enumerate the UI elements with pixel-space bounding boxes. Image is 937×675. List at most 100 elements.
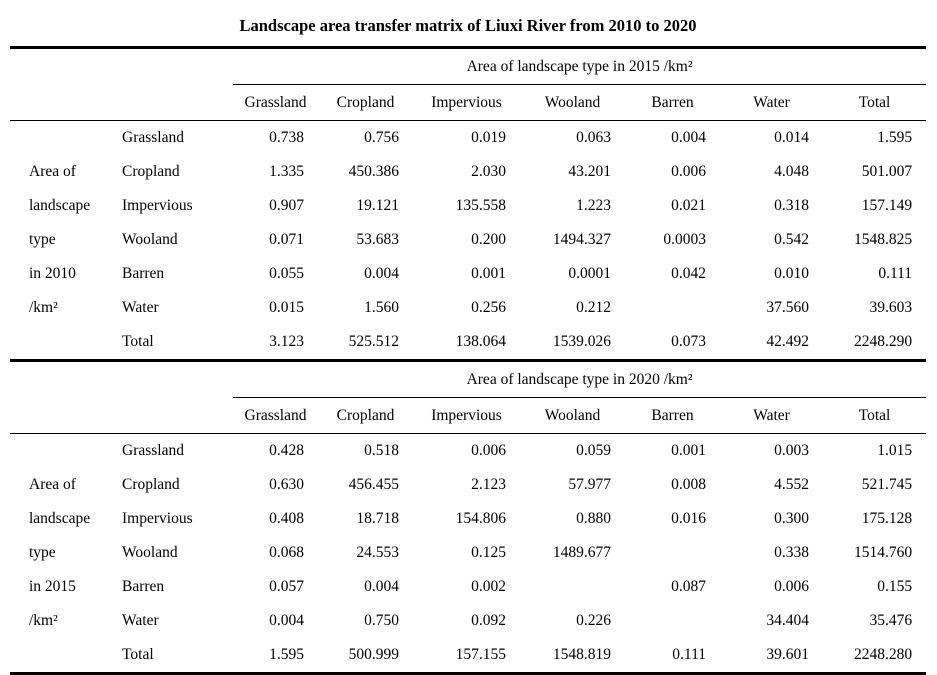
cell-value: 0.542 [774, 231, 809, 248]
cell-value: 0.087 [671, 578, 706, 595]
column-axis-label-2020: Area of landscape type in 2020 /km² [233, 362, 927, 398]
table-row: landscape Impervious 0.907 19.121 135.558 1.2… [10, 189, 926, 223]
cell-value: 39.603 [869, 299, 913, 316]
cell-value: 0.200 [471, 231, 506, 248]
span-header-row: Area of landscape type in 2015 /km² [10, 47, 927, 85]
cell-value: 0.518 [364, 442, 399, 459]
cell-value [625, 291, 720, 325]
span-header-row: Area of landscape type in 2020 /km² [10, 362, 927, 398]
row-axis-label: type [29, 544, 56, 561]
row-type-label: Water [122, 299, 159, 316]
cell-value: 456.455 [348, 476, 399, 493]
row-type-label: Total [122, 333, 154, 350]
cell-value: 0.256 [471, 299, 506, 316]
row-axis-label: landscape [29, 510, 91, 527]
cell-value: 0.318 [774, 197, 809, 214]
blank-cell [10, 84, 233, 121]
table-row: Total 1.595 500.999 157.155 1548.819 0.111 39.… [10, 638, 926, 674]
cell-value: 0.068 [269, 544, 304, 561]
cell-value: 1.223 [576, 197, 611, 214]
table-row: landscape Impervious 0.408 18.718 154.806 0.8… [10, 502, 926, 536]
cell-value: 53.683 [356, 231, 399, 248]
column-header-cropland: Cropland [318, 397, 413, 434]
column-header-total: Total [823, 397, 927, 434]
row-axis-label: /km² [29, 612, 58, 629]
cell-value: 138.064 [455, 333, 506, 350]
row-axis-label: in 2015 [29, 578, 76, 595]
cell-value: 0.063 [576, 129, 611, 146]
cell-value: 525.512 [348, 333, 399, 350]
cell-value: 154.806 [455, 510, 506, 527]
cell-value: 1548.825 [853, 231, 913, 248]
row-axis-label: in 2010 [29, 265, 76, 282]
cell-value [625, 604, 720, 638]
cell-value: 157.149 [861, 197, 913, 214]
row-axis-label [10, 638, 118, 674]
column-header-water: Water [720, 397, 823, 434]
table-body-2010: Grassland 0.738 0.756 0.019 0.063 0.004 0.014 1… [10, 121, 926, 361]
cell-value: 0.021 [671, 197, 706, 214]
column-header-water: Water [720, 84, 823, 121]
cell-value: 4.048 [774, 163, 809, 180]
cell-value: 18.718 [356, 510, 399, 527]
cell-value: 0.907 [269, 197, 304, 214]
cell-value: 0.073 [671, 333, 706, 350]
cell-value: 1.595 [877, 129, 913, 146]
cell-value: 43.201 [568, 163, 611, 180]
row-type-label: Impervious [122, 197, 193, 214]
column-header-row: Grassland Cropland Impervious Wooland Ba… [10, 84, 927, 121]
cell-value: 0.042 [671, 265, 706, 282]
cell-value: 1489.677 [552, 544, 611, 561]
cell-value: 24.553 [356, 544, 399, 561]
cell-value: 0.071 [269, 231, 304, 248]
column-header-grassland: Grassland [233, 84, 318, 121]
table-row: Total 3.123 525.512 138.064 1539.026 0.073 42.… [10, 325, 926, 361]
table-row: /km² Water 0.004 0.750 0.092 0.226 34.404 35.47… [10, 604, 926, 638]
table-row: type Wooland 0.068 24.553 0.125 1489.677 0.338… [10, 536, 926, 570]
cell-value: 0.001 [671, 442, 706, 459]
table-row: Grassland 0.428 0.518 0.006 0.059 0.001 0.003 1… [10, 434, 926, 469]
table-row: Grassland 0.738 0.756 0.019 0.063 0.004 0.014 1… [10, 121, 926, 156]
row-type-label: Wooland [122, 544, 178, 561]
row-axis-label [10, 434, 118, 469]
cell-value: 0.738 [269, 129, 304, 146]
cell-value: 0.006 [471, 442, 506, 459]
cell-value: 34.404 [766, 612, 809, 629]
row-type-label: Impervious [122, 510, 193, 527]
table-title: Landscape area transfer matrix of Liuxi … [239, 16, 697, 35]
cell-value: 157.155 [455, 646, 506, 663]
cell-value: 19.121 [356, 197, 399, 214]
cell-value: 1.560 [364, 299, 399, 316]
row-type-label: Cropland [122, 163, 180, 180]
cell-value: 2248.280 [853, 646, 913, 663]
cell-value: 0.750 [364, 612, 399, 629]
cell-value: 2.123 [471, 476, 506, 493]
column-header-wooland: Wooland [520, 397, 625, 434]
cell-value: 0.155 [877, 578, 913, 595]
cell-value: 1.015 [877, 442, 913, 459]
row-type-label: Water [122, 612, 159, 629]
cell-value: 0.006 [671, 163, 706, 180]
cell-value: 500.999 [348, 646, 399, 663]
blank-cell [10, 362, 233, 398]
cell-value: 0.338 [774, 544, 809, 561]
cell-value: 0.428 [269, 442, 304, 459]
table-row: /km² Water 0.015 1.560 0.256 0.212 37.560 39.60… [10, 291, 926, 325]
cell-value: 0.006 [774, 578, 809, 595]
table-row: type Wooland 0.071 53.683 0.200 1494.327 0.000… [10, 223, 926, 257]
cell-value: 0.092 [471, 612, 506, 629]
cell-value: 450.386 [348, 163, 399, 180]
cell-value: 3.123 [269, 333, 304, 350]
cell-value [625, 536, 720, 570]
column-header-cropland: Cropland [318, 84, 413, 121]
cell-value: 1539.026 [552, 333, 611, 350]
cell-value: 2.030 [471, 163, 506, 180]
cell-value: 0.111 [672, 646, 706, 663]
row-axis-label: Area of [29, 476, 76, 493]
table-row: Area of Cropland 0.630 456.455 2.123 57.977 0.… [10, 468, 926, 502]
row-axis-label: /km² [29, 299, 58, 316]
cell-value: 0.630 [269, 476, 304, 493]
column-header-barren: Barren [625, 84, 720, 121]
cell-value: 0.0003 [663, 231, 706, 248]
